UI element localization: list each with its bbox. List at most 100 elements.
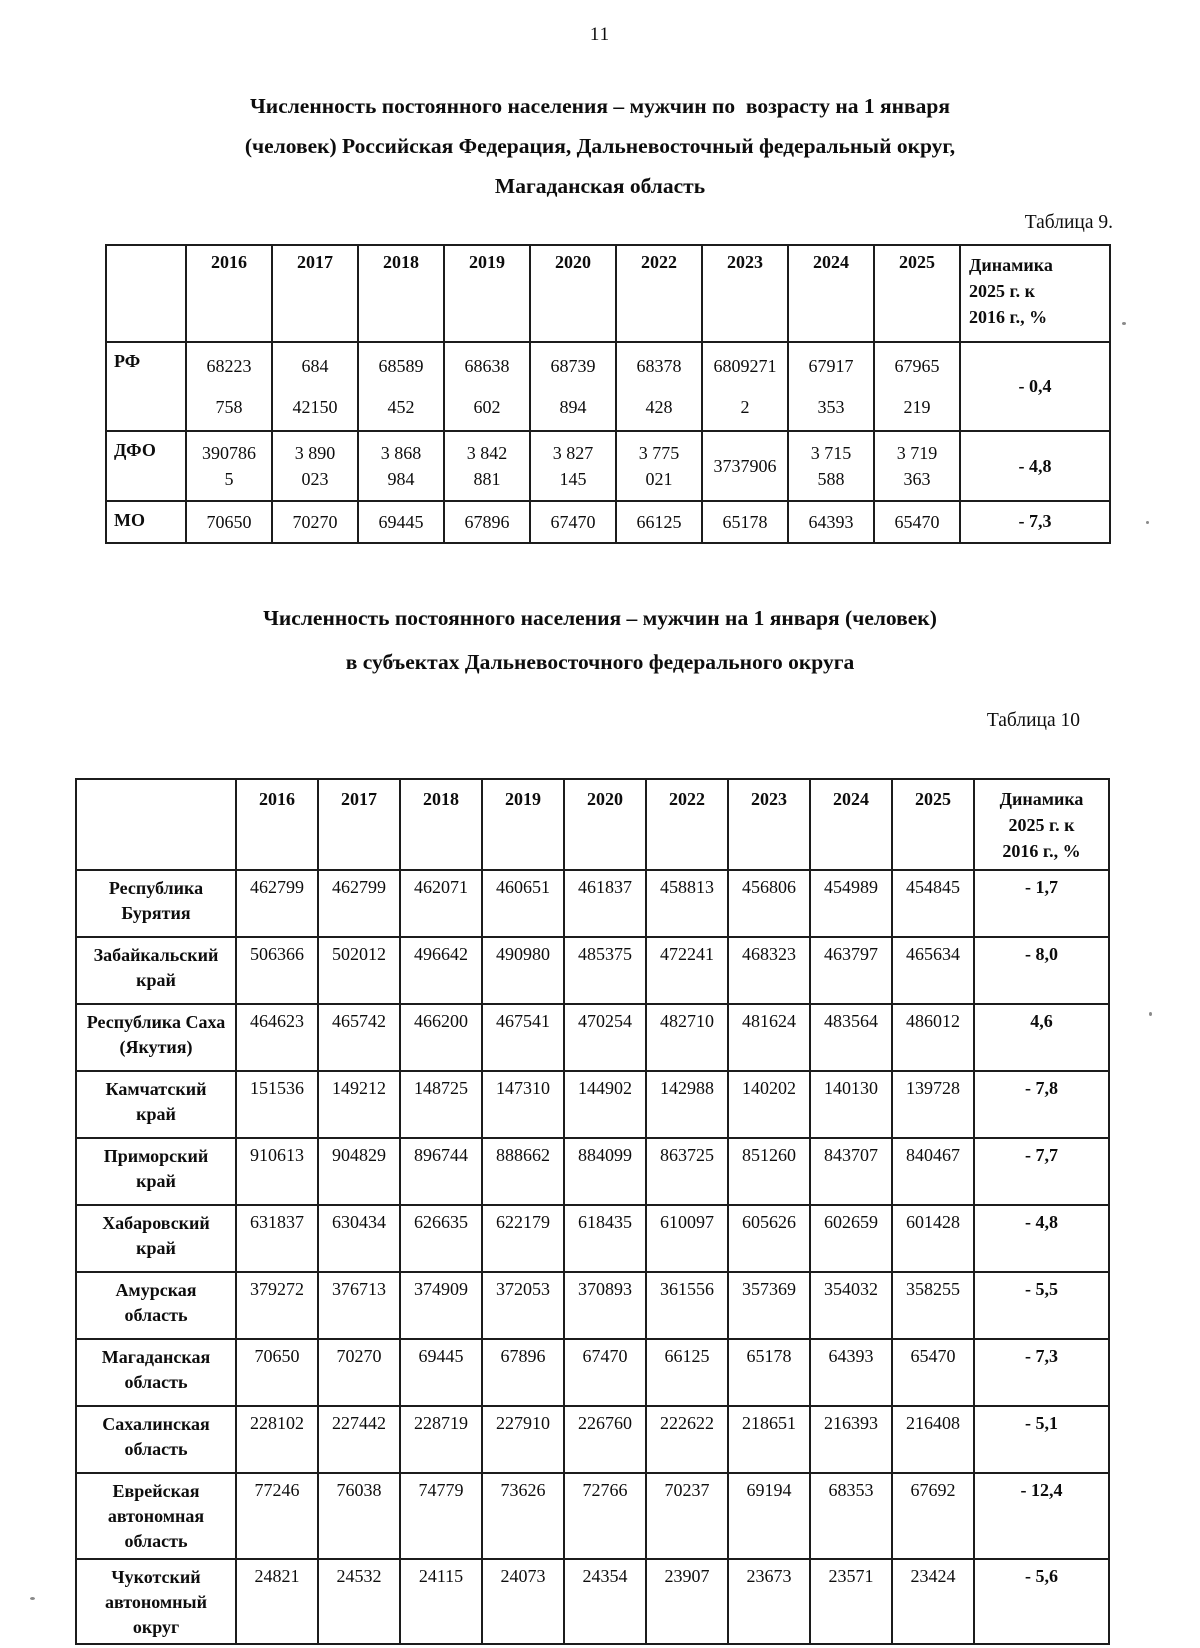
value-cell: 374909 [399, 1271, 483, 1340]
value-cell: 23673 [727, 1557, 811, 1646]
value-cell: 64393 [787, 500, 875, 544]
value-cell: 884099 [563, 1137, 647, 1206]
dynamics-cell: - 7,3 [973, 1338, 1110, 1407]
header-row: 2016 2017 2018 2019 2020 2022 2023 2024 2025 Дина… [75, 778, 1110, 871]
row-label: Приморский край [75, 1137, 237, 1206]
table-row: Камчатский край 151536 149212 148725 147310 1… [75, 1070, 1110, 1139]
value-cell: 481624 [727, 1003, 811, 1072]
table-row: МО 70650 70270 69445 67896 67470 66125 65178 643… [105, 500, 1111, 544]
value-cell: 23907 [645, 1557, 729, 1646]
value-cell: 910613 [235, 1137, 319, 1206]
value-cell: 67470 [563, 1338, 647, 1407]
value-cell: 851260 [727, 1137, 811, 1206]
value-cell: 372053 [481, 1271, 565, 1340]
value-cell: 684 42150 [271, 341, 359, 432]
value-cell: 66125 [645, 1338, 729, 1407]
value-cell: 67965 219 [873, 341, 961, 432]
dynamics-column-header: Динамика 2025 г. к 2016 г., % [973, 778, 1110, 871]
value-cell: 466200 [399, 1003, 483, 1072]
value-cell: 69445 [357, 500, 445, 544]
value-cell: 470254 [563, 1003, 647, 1072]
value-cell: 376713 [317, 1271, 401, 1340]
year-column-header: 2017 [271, 244, 359, 343]
value-cell: 151536 [235, 1070, 319, 1139]
value-cell: 226760 [563, 1405, 647, 1474]
value-cell: 370893 [563, 1271, 647, 1340]
table-row: РФ 68223 758 684 42150 68589 452 68638 602 68… [105, 341, 1111, 432]
label-column-header [105, 244, 187, 343]
value-cell: 68378 428 [615, 341, 703, 432]
value-cell: 69194 [727, 1472, 811, 1560]
year-column-header: 2022 [615, 244, 703, 343]
value-cell: 68589 452 [357, 341, 445, 432]
value-cell: 379272 [235, 1271, 319, 1340]
value-cell: 66125 [615, 500, 703, 544]
value-cell: 888662 [481, 1137, 565, 1206]
value-cell: 630434 [317, 1204, 401, 1273]
value-cell: 68223 758 [185, 341, 273, 432]
year-column-header: 2018 [399, 778, 483, 871]
table9-caption: Таблица 9. [1024, 212, 1113, 233]
dynamics-cell: - 5,1 [973, 1405, 1110, 1474]
row-label: Забайкальский край [75, 936, 237, 1005]
value-cell: 626635 [399, 1204, 483, 1273]
value-cell: 496642 [399, 936, 483, 1005]
value-cell: 390786 5 [185, 430, 273, 502]
value-cell: 456806 [727, 869, 811, 938]
value-cell: 77246 [235, 1472, 319, 1560]
value-cell: 467541 [481, 1003, 565, 1072]
year-column-header: 2019 [443, 244, 531, 343]
value-cell: 70270 [317, 1338, 401, 1407]
row-label: ДФО [105, 430, 187, 502]
value-cell: 462799 [317, 869, 401, 938]
year-column-header: 2024 [787, 244, 875, 343]
value-cell: 3 868 984 [357, 430, 445, 502]
header-row: 2016 2017 2018 2019 2020 2022 2023 2024 2025 Дина… [105, 244, 1111, 343]
table-row: Республика Бурятия 462799 462799 462071 4606… [75, 869, 1110, 938]
value-cell: 3 775 021 [615, 430, 703, 502]
dynamics-cell: - 12,4 [973, 1472, 1110, 1560]
value-cell: 218651 [727, 1405, 811, 1474]
value-cell: 354032 [809, 1271, 893, 1340]
value-cell: 6809271 2 [701, 341, 789, 432]
dynamics-cell: - 4,8 [973, 1204, 1110, 1273]
table-row: Амурская область 379272 376713 374909 372053… [75, 1271, 1110, 1340]
value-cell: 24115 [399, 1557, 483, 1646]
table9-population-rf-dfo-mo: 2016 2017 2018 2019 2020 2022 2023 2024 2025 Дина… [105, 244, 1111, 544]
row-label: Еврейская автономная область [75, 1472, 237, 1560]
table-row: Еврейская автономная область 77246 76038 74… [75, 1472, 1110, 1560]
dynamics-cell: - 8,0 [973, 936, 1110, 1005]
value-cell: 465742 [317, 1003, 401, 1072]
dynamics-cell: - 7,7 [973, 1137, 1110, 1206]
year-column-header: 2023 [701, 244, 789, 343]
row-label: Республика Бурятия [75, 869, 237, 938]
scan-speck [1122, 322, 1126, 325]
year-column-header: 2019 [481, 778, 565, 871]
value-cell: 3 719 363 [873, 430, 961, 502]
value-cell: 24073 [481, 1557, 565, 1646]
scan-speck [1149, 1012, 1152, 1016]
value-cell: 69445 [399, 1338, 483, 1407]
row-label: Республика Саха (Якутия) [75, 1003, 237, 1072]
row-label: Магаданская область [75, 1338, 237, 1407]
value-cell: 454845 [891, 869, 975, 938]
value-cell: 65178 [701, 500, 789, 544]
value-cell: 140130 [809, 1070, 893, 1139]
value-cell: 3 715 588 [787, 430, 875, 502]
value-cell: 460651 [481, 869, 565, 938]
row-label: Чукотский автономный округ [75, 1557, 237, 1646]
value-cell: 148725 [399, 1070, 483, 1139]
table-row: Магаданская область 70650 70270 69445 67896 6… [75, 1338, 1110, 1407]
value-cell: 228719 [399, 1405, 483, 1474]
value-cell: 618435 [563, 1204, 647, 1273]
value-cell: 490980 [481, 936, 565, 1005]
value-cell: 68739 894 [529, 341, 617, 432]
value-cell: 64393 [809, 1338, 893, 1407]
value-cell: 465634 [891, 936, 975, 1005]
value-cell: 622179 [481, 1204, 565, 1273]
value-cell: 631837 [235, 1204, 319, 1273]
dynamics-cell: - 4,8 [959, 430, 1111, 502]
year-column-header: 2025 [873, 244, 961, 343]
value-cell: 149212 [317, 1070, 401, 1139]
